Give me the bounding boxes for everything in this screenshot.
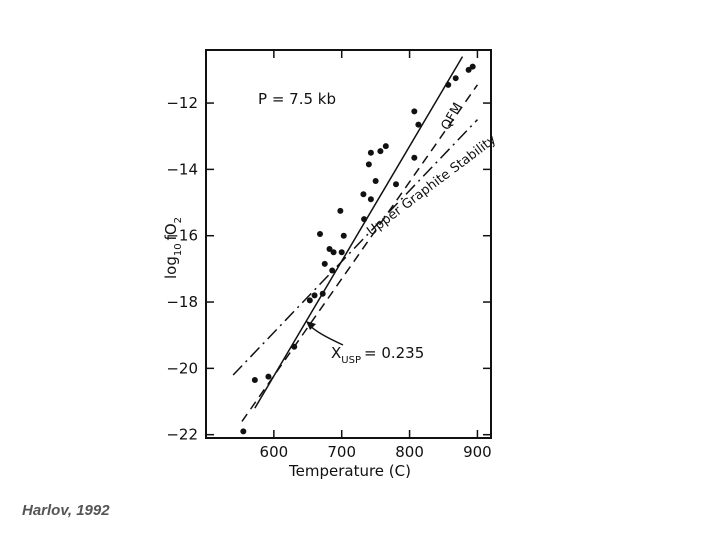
source-credit: Harlov, 1992 <box>22 502 110 519</box>
data-point <box>240 428 247 435</box>
xusp-arrow <box>307 323 344 346</box>
y-tick-label: −20 <box>166 359 198 377</box>
data-point <box>411 108 418 115</box>
data-point <box>329 267 336 274</box>
y-axis: −12 −14 −16 −18 −20 −22 <box>166 94 491 444</box>
data-point <box>382 143 389 150</box>
y-tick-label: −12 <box>166 94 198 112</box>
xusp-label: XUSP = 0.235 <box>331 344 424 366</box>
data-point <box>365 161 372 168</box>
x-axis-label: Temperature (C) <box>288 462 411 480</box>
fit-line-solid <box>254 56 464 409</box>
x-tick-label: 600 <box>260 443 289 461</box>
fit-lines <box>232 56 479 422</box>
data-point <box>367 149 374 156</box>
data-point <box>317 231 323 238</box>
data-point <box>321 260 328 267</box>
data-point <box>465 66 472 73</box>
data-point <box>393 181 399 188</box>
pressure-label: P = 7.5 kb <box>258 90 336 108</box>
data-point <box>251 376 258 383</box>
data-point <box>306 297 313 304</box>
data-point <box>415 121 422 128</box>
data-points <box>240 63 476 435</box>
qfm-label: QFM <box>438 100 465 133</box>
data-point <box>361 216 368 223</box>
y-axis-label: log10fO2 <box>162 217 184 279</box>
data-point <box>337 207 344 214</box>
x-axis: 600 700 800 900 <box>260 50 492 461</box>
fit-line-dashed <box>241 84 479 422</box>
plot-frame <box>205 49 492 439</box>
data-point <box>340 232 347 239</box>
x-tick-label: 700 <box>327 443 356 461</box>
data-point <box>338 249 345 256</box>
data-point <box>319 290 326 297</box>
data-point <box>265 373 272 380</box>
data-point <box>469 63 476 70</box>
x-tick-label: 900 <box>463 443 492 461</box>
data-point <box>411 154 418 161</box>
y-tick-label: −18 <box>166 293 198 311</box>
data-point <box>360 191 367 198</box>
fit-line-dashdot <box>232 119 478 376</box>
data-point <box>445 81 452 88</box>
data-point <box>377 148 384 155</box>
data-point <box>330 249 337 256</box>
data-point <box>326 245 333 252</box>
xusp-arrowhead <box>306 321 316 330</box>
y-tick-label: −16 <box>166 227 198 245</box>
y-tick-label: −22 <box>166 426 198 444</box>
data-point <box>452 75 459 82</box>
y-tick-label: −14 <box>166 160 198 178</box>
data-point <box>311 292 318 299</box>
x-tick-label: 800 <box>395 443 424 461</box>
data-point <box>367 196 374 203</box>
data-point <box>372 177 379 184</box>
data-point <box>291 343 298 350</box>
